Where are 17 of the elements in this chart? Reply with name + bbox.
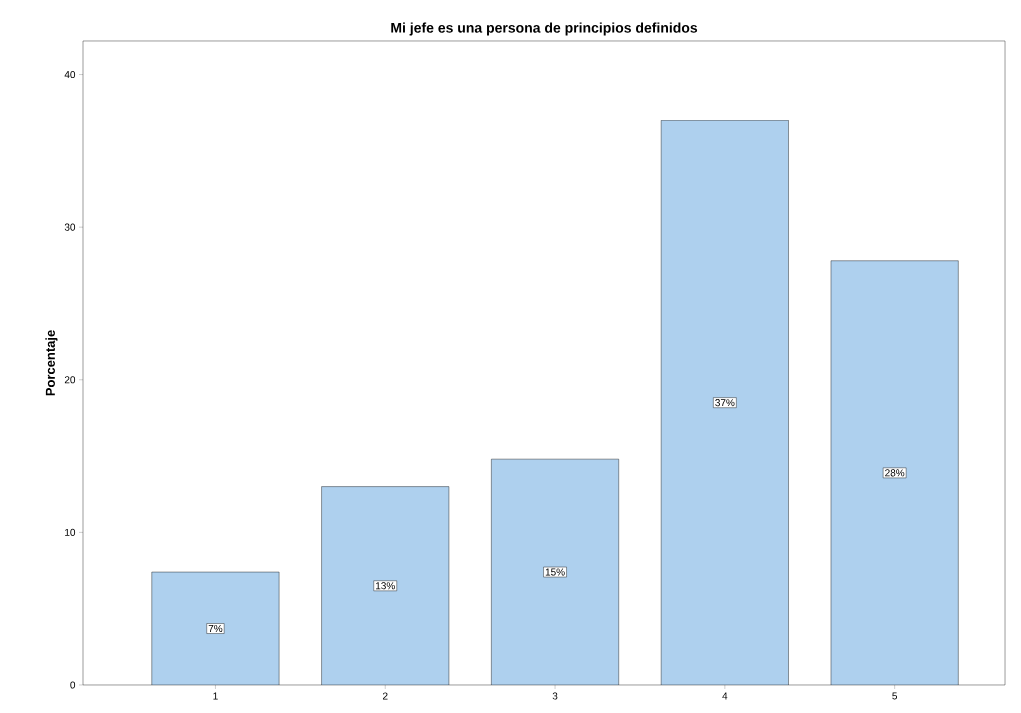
y-tick-label: 10 <box>65 528 76 536</box>
x-tick-label: 3 <box>552 692 558 700</box>
x-tick-label: 4 <box>722 692 728 700</box>
chart-title: Mi jefe es una persona de principios definidos <box>391 22 698 36</box>
y-tick-label: 20 <box>64 376 76 384</box>
data-label: 37% <box>715 399 735 407</box>
data-label: 13% <box>376 582 395 590</box>
data-label: 7% <box>208 625 223 633</box>
x-tick-label: 1 <box>213 692 218 700</box>
data-label: 28% <box>885 469 905 477</box>
x-tick-label: 2 <box>382 692 388 700</box>
y-tick-label: 30 <box>64 223 76 231</box>
y-tick-label: 0 <box>70 681 76 689</box>
y-tick-label: 40 <box>64 71 76 79</box>
data-label: 15% <box>545 568 565 576</box>
y-axis-title: Porcentaje <box>45 330 58 396</box>
x-tick-label: 5 <box>892 692 898 700</box>
